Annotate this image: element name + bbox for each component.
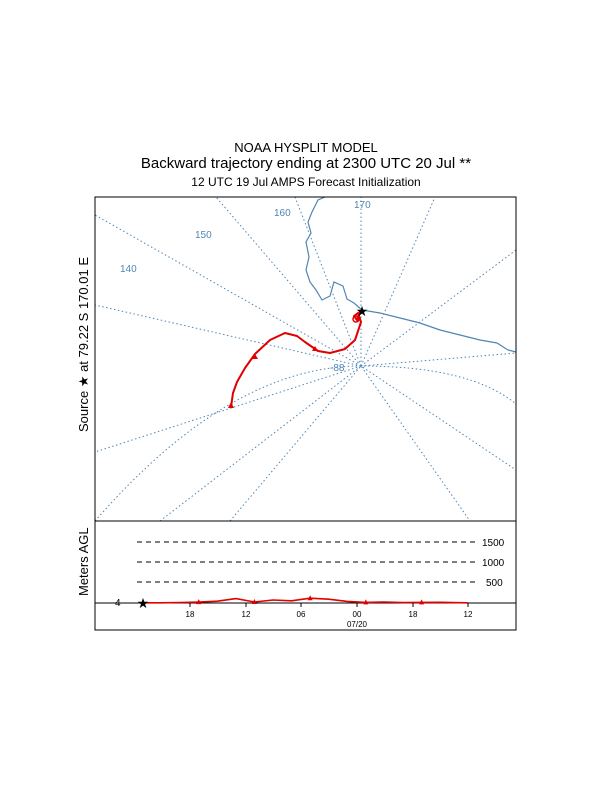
- trajectory-marker: [252, 354, 258, 359]
- time-tick-label: 12: [464, 610, 473, 619]
- height-axis-label: Meters AGL: [76, 527, 91, 596]
- header-init-info: 12 UTC 19 Jul AMPS Forecast Initializati…: [191, 175, 421, 189]
- source-star-icon: ★: [137, 595, 150, 611]
- map-frame: [94, 196, 517, 522]
- meridian-line: [95, 365, 362, 453]
- time-tick-label: 12: [242, 610, 251, 619]
- meridian-label-150: 150: [195, 230, 212, 241]
- coastline: [305, 197, 516, 353]
- meridian-line: [159, 365, 516, 521]
- height-tick-label: 500: [486, 578, 503, 589]
- parallel-label: -88: [330, 363, 345, 374]
- map-graticule: [95, 197, 516, 521]
- source-location-label: Source ★ at 79.22 S 170.01 E: [76, 257, 91, 432]
- height-line: [143, 597, 469, 604]
- trajectory-marker: [312, 346, 318, 351]
- meridian-line: [95, 304, 362, 367]
- trajectory-marker: [228, 402, 234, 408]
- height-marker: [251, 599, 257, 604]
- height-marker: [307, 595, 313, 601]
- meridian-line: [360, 197, 436, 367]
- height-marker: [196, 599, 202, 605]
- time-tick-label: 06: [297, 610, 306, 619]
- trajectory-map: ★: [228, 303, 368, 408]
- meridian-line: [294, 197, 362, 367]
- baseline-height-label: 4: [115, 598, 121, 609]
- meridian-line: [360, 249, 516, 367]
- height-frame: [94, 520, 517, 631]
- header-title: NOAA HYSPLIT MODEL: [234, 140, 378, 155]
- height-series: [143, 595, 469, 605]
- height-marker: [363, 599, 369, 605]
- date-label: 07/20: [347, 620, 368, 629]
- height-tick-label: 1000: [482, 558, 505, 569]
- meridian-line: [360, 352, 516, 367]
- meridian-label-160: 160: [274, 208, 291, 219]
- height-marker: [419, 599, 425, 605]
- header-subtitle: Backward trajectory ending at 2300 UTC 2…: [140, 155, 472, 172]
- time-tick-label: 00: [353, 610, 362, 619]
- trajectory-point: [352, 315, 360, 323]
- meridian-line: [95, 214, 362, 367]
- meridian-label-170: 170: [354, 200, 371, 211]
- time-tick-label: 18: [186, 610, 195, 619]
- trajectory-line: [230, 310, 362, 408]
- parallel-circle: [95, 365, 516, 521]
- time-tick-label: 18: [409, 610, 418, 619]
- meridian-line: [215, 197, 362, 367]
- height-tick-label: 1500: [482, 538, 505, 549]
- meridian-label-140: 140: [120, 264, 137, 275]
- meridian-line: [229, 365, 471, 521]
- source-star-icon: ★: [356, 303, 369, 319]
